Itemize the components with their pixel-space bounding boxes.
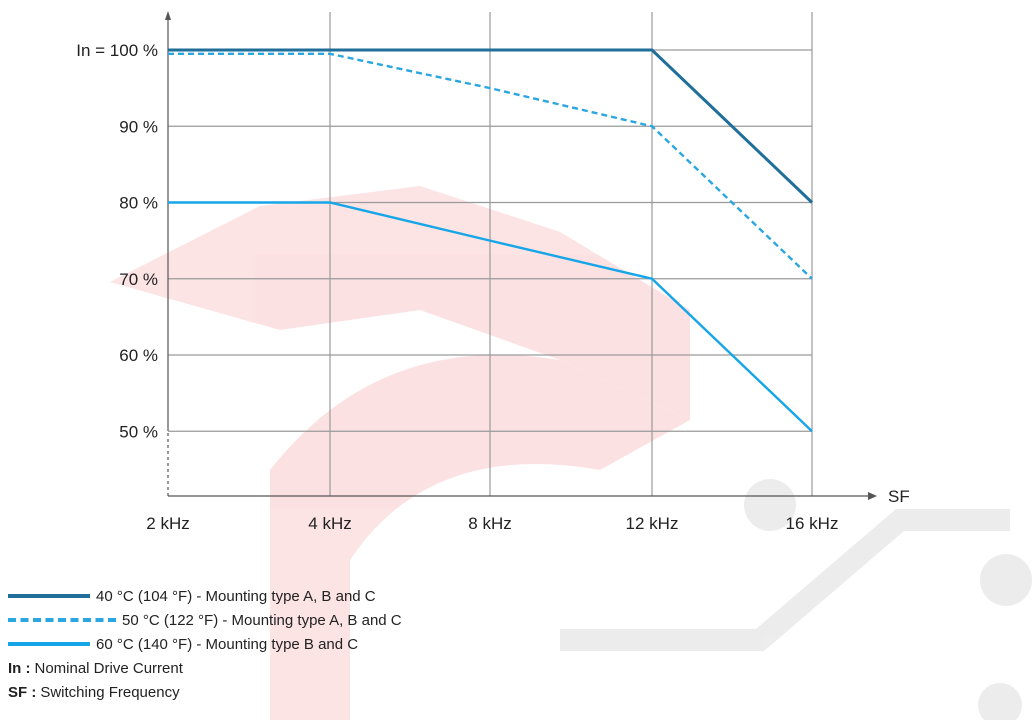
definition-sf: SF : Switching Frequency	[8, 680, 402, 704]
legend-label: 60 °C (140 °F) - Mounting type B and C	[96, 635, 359, 653]
watermark-circuit-dot	[744, 479, 796, 531]
watermark-circuit-dot	[980, 554, 1032, 606]
axes	[165, 11, 877, 500]
y-tick-label: 90 %	[119, 117, 158, 136]
watermark-circuit-dot	[978, 683, 1022, 720]
x-tick-label: 2 kHz	[146, 514, 189, 533]
legend-swatch-50c	[8, 618, 116, 622]
y-axis-arrow	[165, 11, 171, 20]
legend-item: 50 °C (122 °F) - Mounting type A, B and …	[8, 608, 402, 632]
definition-text: Nominal Drive Current	[34, 659, 183, 677]
definition-key: In :	[8, 659, 31, 677]
legend-swatch-40c	[8, 594, 90, 598]
definition-text: Switching Frequency	[40, 683, 180, 701]
y-tick-label: 50 %	[119, 422, 158, 441]
legend-label: 50 °C (122 °F) - Mounting type A, B and …	[122, 611, 402, 629]
y-tick-label: 70 %	[119, 270, 158, 289]
series-lines	[168, 48, 814, 433]
watermark-shape	[110, 186, 690, 420]
watermark-circuit-line	[560, 509, 1010, 651]
x-tick-label: 16 kHz	[786, 514, 839, 533]
x-axis-end-label: SF	[888, 487, 910, 506]
legend-label: 40 °C (104 °F) - Mounting type A, B and …	[96, 587, 376, 605]
legend-item: 60 °C (140 °F) - Mounting type B and C	[8, 632, 402, 656]
series-line-1	[168, 52, 813, 280]
tick-labels: In = 100 % 90 % 80 % 70 % 60 % 50 % 2 kHz 4 kHz…	[76, 41, 910, 533]
legend-item: 40 °C (104 °F) - Mounting type A, B and …	[8, 584, 402, 608]
x-tick-label: 8 kHz	[468, 514, 511, 533]
y-tick-label: 60 %	[119, 346, 158, 365]
x-tick-label: 12 kHz	[626, 514, 679, 533]
series-line-2	[168, 201, 813, 433]
watermark-logo	[110, 186, 1032, 720]
definition-in: In : Nominal Drive Current	[8, 656, 402, 680]
legend: 40 °C (104 °F) - Mounting type A, B and …	[8, 584, 402, 704]
legend-swatch-60c	[8, 642, 90, 646]
series-line-0	[168, 48, 814, 204]
definition-key: SF :	[8, 683, 37, 701]
x-axis-arrow	[868, 492, 877, 500]
y-tick-label: 80 %	[119, 194, 158, 213]
watermark-shape	[270, 354, 690, 720]
y-tick-label: In = 100 %	[76, 41, 158, 60]
x-tick-label: 4 kHz	[308, 514, 351, 533]
